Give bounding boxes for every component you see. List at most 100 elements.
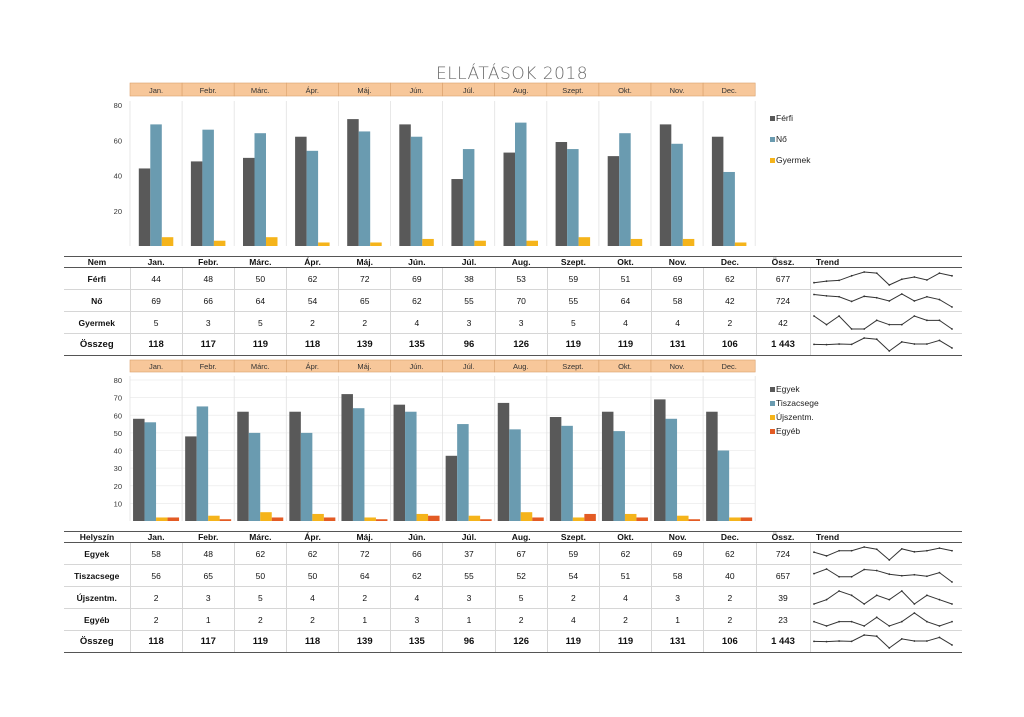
table-cell: 126: [495, 630, 548, 653]
table-row: Egyéb 2 1 2 2 1 3 1 2 4 2 1 2 23: [64, 608, 962, 631]
table-cell: 2: [338, 586, 392, 609]
table-cell: 2: [130, 586, 183, 609]
month-header-label: Júl.: [463, 86, 475, 95]
table-cell: 65: [338, 289, 392, 312]
table-cell: 48: [182, 267, 235, 290]
bar-nő: [515, 122, 527, 246]
table-cell: 119: [599, 630, 653, 653]
trend-point: [825, 555, 827, 557]
month-column-header: Máj.: [338, 256, 391, 268]
trend-point: [875, 338, 878, 341]
trend-point: [837, 620, 840, 623]
bar-egyek: [289, 411, 301, 521]
row-label: Tiszacsege: [64, 564, 131, 587]
bar-gyermek: [682, 238, 695, 246]
bar-egyek: [341, 394, 353, 521]
bar-nő: [462, 149, 475, 246]
trend-point: [850, 343, 853, 346]
month-header-label: Nov.: [670, 362, 685, 371]
bar-újszentm.: [677, 515, 689, 521]
trend-point: [862, 337, 865, 339]
trend-point: [950, 549, 953, 552]
table-cell: 126: [495, 333, 548, 356]
y-tick-label: 40: [114, 447, 122, 456]
bar-újszentm.: [520, 512, 533, 521]
bar-egyéb: [636, 517, 648, 521]
trend-point: [862, 295, 865, 298]
trend-point: [912, 640, 915, 642]
table-cell: 2: [599, 608, 653, 631]
month-column-header: Ápr.: [286, 256, 339, 268]
bar-tiszacsege: [300, 432, 313, 521]
month-header-label: Jún.: [409, 362, 423, 371]
y-tick-label: 20: [114, 207, 122, 216]
table-cell: 64: [234, 289, 287, 312]
table-cell: 4: [390, 586, 444, 609]
trend-point: [837, 640, 840, 642]
table-cell: 3: [442, 311, 496, 334]
month-header-label: Júl.: [463, 362, 475, 371]
table-cell: 3: [442, 586, 496, 609]
table-cell: 118: [286, 333, 340, 356]
bar-férfi: [399, 124, 411, 246]
bar-újszentm.: [624, 513, 637, 521]
table-cell: 139: [338, 333, 392, 356]
trend-cell: [810, 267, 962, 290]
table-cell: 69: [390, 267, 444, 290]
table-cell: 62: [703, 267, 757, 290]
month-column-header: Okt.: [599, 256, 652, 268]
bar-nő: [254, 133, 266, 246]
table-cell: 56: [130, 564, 183, 587]
month-header-label: Jan.: [149, 86, 163, 95]
trend-point: [812, 640, 815, 643]
trend-point: [875, 548, 878, 551]
table-cell: 5: [130, 311, 183, 334]
row-total: 1 443: [756, 333, 811, 356]
bar-újszentm.: [312, 513, 324, 521]
month-column-header: Aug.: [495, 256, 548, 268]
table-cell: 4: [390, 311, 444, 334]
table-cell: 5: [234, 586, 287, 609]
table-cell: 119: [234, 630, 287, 653]
table-cell: 65: [182, 564, 235, 587]
table-cell: 62: [599, 542, 653, 565]
bar-gyermek: [630, 238, 643, 246]
trend-point: [925, 319, 928, 322]
bar-egyéb: [167, 517, 180, 521]
trend-point: [912, 300, 915, 302]
trend-point: [950, 306, 953, 308]
row-total: 39: [756, 586, 811, 609]
trend-point: [837, 549, 840, 552]
table-nem: Nem Jan. Febr. Márc. Ápr. Máj. Jún. Júl. Aug. Sze…: [64, 256, 962, 356]
bar-tiszacsege: [144, 422, 157, 521]
trend-point: [925, 640, 928, 642]
month-header-label: Szept.: [562, 362, 583, 371]
table-cell: 118: [130, 630, 183, 653]
trend-point: [825, 343, 827, 346]
table-cell: 2: [703, 311, 757, 334]
trend-cell: [810, 564, 962, 587]
bar-nő: [202, 129, 214, 246]
trend-point: [875, 635, 878, 638]
month-column-header: Nov.: [651, 256, 704, 268]
table-cell: 59: [547, 267, 600, 290]
bar-egyéb: [532, 517, 544, 521]
month-header-label: Máj.: [357, 86, 371, 95]
trend-point: [850, 575, 853, 578]
table-cell: 51: [599, 267, 653, 290]
legend-swatch: [770, 415, 775, 420]
row-label: Egyéb: [64, 608, 131, 631]
table-cell: 96: [442, 630, 496, 653]
bar-gyermek: [318, 242, 330, 246]
bar-nő: [723, 171, 735, 246]
sum-row: Összeg 118 117 119 118 139 135 96 126 119 119 131 10…: [64, 630, 962, 653]
table-cell: 135: [390, 333, 444, 356]
table-cell: 131: [651, 630, 705, 653]
table-cell: 119: [547, 333, 600, 356]
table-cell: 72: [338, 267, 392, 290]
sum-row: Összeg 118 117 119 118 139 135 96 126 119 119 131 10…: [64, 333, 962, 356]
table-cell: 2: [338, 311, 392, 334]
bar-tiszacsege: [352, 408, 365, 521]
row-total: 657: [756, 564, 811, 587]
trend-cell: [810, 289, 962, 312]
